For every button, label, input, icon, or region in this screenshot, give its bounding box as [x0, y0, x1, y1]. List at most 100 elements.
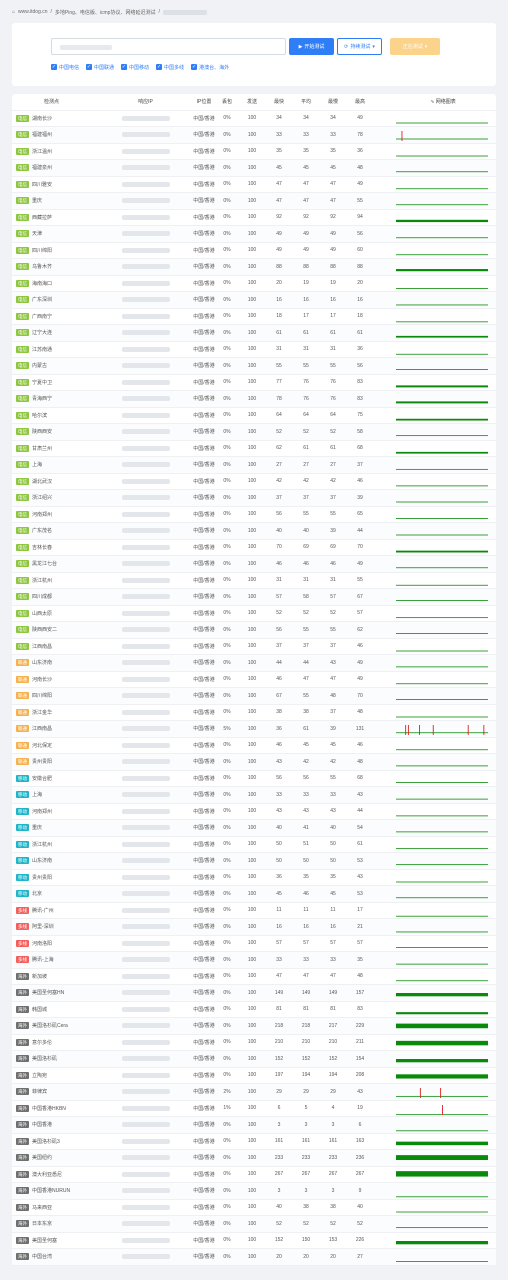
testing-status-button[interactable]: 正在测试 ▾: [390, 38, 440, 55]
table-row[interactable]: 电信 黑龙江七台 中国/香港 0% 100 46 46 46 49: [12, 556, 496, 573]
filter-multiline[interactable]: ✓ 中国多线: [156, 64, 185, 71]
table-row[interactable]: 电信 海南海口 中国/香港 0% 100 20 19 19 20: [12, 276, 496, 292]
table-row[interactable]: 海外 立陶宛 中国/香港 0% 100 197 194 194 208: [12, 1068, 496, 1084]
latency-graph[interactable]: [396, 854, 488, 868]
table-row[interactable]: 海外 中国香港HKBN 中国/香港 1% 100 6 5 4 19: [12, 1101, 496, 1117]
table-row[interactable]: 电信 陕西西安 中国/香港 0% 100 52 52 52 58: [12, 424, 496, 441]
latency-graph[interactable]: [396, 1052, 488, 1066]
latency-graph[interactable]: [396, 376, 488, 390]
col-fastest[interactable]: 最快: [273, 99, 284, 106]
table-row[interactable]: 电信 内蒙古 中国/香港 0% 100 55 55 55 56: [12, 358, 496, 375]
table-row[interactable]: 移动 河南郑州 中国/香港 0% 100 43 43 43 44: [12, 804, 496, 820]
table-row[interactable]: 电信 西藏拉萨 中国/香港 0% 100 92 92 92 94: [12, 210, 496, 226]
latency-graph[interactable]: [396, 128, 488, 142]
col-max[interactable]: 最高: [354, 99, 365, 106]
table-row[interactable]: 电信 广东深圳 中国/香港 0% 100 16 16 16 16: [12, 292, 496, 309]
table-row[interactable]: 海外 澳大利亚悉尼 中国/香港 0% 100 267 267 267 267: [12, 1167, 496, 1183]
table-row[interactable]: 电信 青海西宁 中国/香港 0% 100 78 76 76 83: [12, 391, 496, 408]
table-row[interactable]: 联通 四川绵阳 中国/香港 0% 100 67 55 48 70: [12, 688, 496, 705]
table-row[interactable]: 海外 美国洛杉矶 中国/香港 0% 100 152 152 152 154: [12, 1051, 496, 1068]
latency-graph[interactable]: [396, 1019, 488, 1033]
latency-graph[interactable]: [396, 343, 488, 357]
continuous-test-button[interactable]: ⟳ 持续测试 ▾: [337, 38, 382, 55]
table-row[interactable]: 电信 天津 中国/香港 0% 100 49 49 49 56: [12, 226, 496, 243]
col-slowest[interactable]: 最慢: [327, 99, 338, 106]
table-row[interactable]: 电信 陕西西安二 中国/香港 0% 100 56 55 55 62: [12, 622, 496, 639]
latency-graph[interactable]: [396, 623, 488, 637]
table-row[interactable]: 移动 贵州贵阳 中国/香港 0% 100 36 35 35 43: [12, 870, 496, 886]
latency-graph[interactable]: [396, 310, 488, 324]
table-row[interactable]: 电信 吉林长春 中国/香港 0% 100 70 69 69 70: [12, 540, 496, 556]
table-row[interactable]: 电信 江苏南通 中国/香港 0% 100 31 31 31 36: [12, 342, 496, 358]
latency-graph[interactable]: [396, 145, 488, 159]
table-row[interactable]: 联通 浙江金华 中国/香港 0% 100 38 38 37 48: [12, 705, 496, 721]
table-row[interactable]: 电信 湖南长沙 中国/香港 0% 100 34 34 34 49: [12, 111, 496, 127]
latency-graph[interactable]: [396, 244, 488, 258]
latency-graph[interactable]: [396, 821, 488, 835]
latency-graph[interactable]: [396, 211, 488, 225]
table-row[interactable]: 电信 广东茂名 中国/香港 0% 100 40 40 39 44: [12, 523, 496, 540]
latency-graph[interactable]: [396, 1201, 488, 1215]
latency-graph[interactable]: [396, 920, 488, 934]
latency-graph[interactable]: [396, 970, 488, 984]
latency-graph[interactable]: [396, 722, 488, 736]
table-row[interactable]: 海外 韩国城 中国/香港 0% 100 81 81 81 83: [12, 1002, 496, 1018]
latency-graph[interactable]: [396, 458, 488, 472]
table-row[interactable]: 移动 安徽合肥 中国/香港 0% 100 56 56 55 68: [12, 771, 496, 787]
table-row[interactable]: 联通 贵州贵阳 中国/香港 0% 100 43 42 42 48: [12, 754, 496, 771]
latency-graph[interactable]: [396, 986, 488, 1000]
table-row[interactable]: 电信 甘肃兰州 中国/香港 0% 100 62 61 61 68: [12, 441, 496, 457]
latency-graph[interactable]: [396, 640, 488, 654]
col-loss[interactable]: 丢包: [221, 99, 232, 106]
filter-mobile[interactable]: ✓ 中国移动: [121, 64, 150, 71]
latency-graph[interactable]: [396, 838, 488, 852]
table-row[interactable]: 海外 美国圣何塞 中国/香港 0% 100 152 150 153 226: [12, 1233, 496, 1249]
latency-graph[interactable]: [396, 491, 488, 505]
latency-graph[interactable]: [396, 1217, 488, 1231]
latency-graph[interactable]: [396, 887, 488, 901]
filter-overseas[interactable]: ✓ 港澳台、海外: [191, 64, 230, 71]
latency-graph[interactable]: [396, 1151, 488, 1165]
latency-graph[interactable]: [396, 392, 488, 406]
start-test-button[interactable]: ▶ 开始测试: [289, 38, 334, 55]
latency-graph[interactable]: [396, 1069, 488, 1083]
latency-graph[interactable]: [396, 227, 488, 241]
table-row[interactable]: 多线 阿里-深圳 中国/香港 0% 100 16 16 16 21: [12, 919, 496, 936]
latency-graph[interactable]: [396, 607, 488, 621]
latency-graph[interactable]: [396, 772, 488, 786]
latency-graph[interactable]: [396, 1168, 488, 1182]
col-ip[interactable]: 响应IP: [138, 99, 153, 106]
latency-graph[interactable]: [396, 574, 488, 588]
table-row[interactable]: 电信 浙江杭州 中国/香港 0% 100 31 31 31 55: [12, 573, 496, 589]
latency-graph[interactable]: [396, 524, 488, 538]
latency-graph[interactable]: [396, 557, 488, 571]
table-row[interactable]: 电信 浙江温州 中国/香港 0% 100 35 35 35 36: [12, 144, 496, 160]
latency-graph[interactable]: [396, 805, 488, 819]
table-row[interactable]: 海外 意尔多伦 中国/香港 0% 100 210 210 210 211: [12, 1035, 496, 1051]
breadcrumb-home[interactable]: www.itdog.cn: [18, 9, 48, 15]
col-sent[interactable]: 发送: [246, 99, 257, 106]
table-row[interactable]: 电信 福建福州 中国/香港 0% 100 33 33 33 78: [12, 127, 496, 144]
latency-graph[interactable]: [396, 194, 488, 208]
table-row[interactable]: 电信 上海 中国/香港 0% 100 27 27 27 37: [12, 457, 496, 474]
table-row[interactable]: 电信 河南郑州 中国/香港 0% 100 56 55 55 65: [12, 507, 496, 523]
table-row[interactable]: 电信 广西南宁 中国/香港 0% 100 18 17 17 18: [12, 309, 496, 325]
latency-graph[interactable]: [396, 871, 488, 885]
table-row[interactable]: 移动 上海 中国/香港 0% 100 33 33 33 43: [12, 787, 496, 804]
latency-graph[interactable]: [396, 1234, 488, 1248]
latency-graph[interactable]: [396, 953, 488, 967]
table-row[interactable]: 多线 河南洛阳 中国/香港 0% 100 57 57 57 57: [12, 936, 496, 952]
col-node[interactable]: 检测点: [44, 99, 60, 106]
latency-graph[interactable]: [396, 1003, 488, 1017]
table-row[interactable]: 电信 哈尔滨 中国/香港 0% 100 64 64 64 75: [12, 408, 496, 424]
table-row[interactable]: 海外 新加坡 中国/香港 0% 100 47 47 47 48: [12, 969, 496, 985]
col-graph[interactable]: ∿ 网络图表: [430, 99, 456, 106]
table-row[interactable]: 电信 江西南昌 中国/香港 0% 100 37 37 37 46: [12, 639, 496, 655]
table-row[interactable]: 海外 美国圣何塞HN 中国/香港 0% 100 149 149 149 157: [12, 985, 496, 1002]
latency-graph[interactable]: [396, 1184, 488, 1198]
table-row[interactable]: 联通 山东济南 中国/香港 0% 100 44 44 43 49: [12, 655, 496, 672]
latency-graph[interactable]: [396, 739, 488, 753]
table-row[interactable]: 电信 浙江绍兴 中国/香港 0% 100 37 37 37 39: [12, 490, 496, 507]
table-row[interactable]: 移动 北京 中国/香港 0% 100 45 46 45 53: [12, 886, 496, 903]
filter-telecom[interactable]: ✓ 中国电信: [51, 64, 80, 71]
